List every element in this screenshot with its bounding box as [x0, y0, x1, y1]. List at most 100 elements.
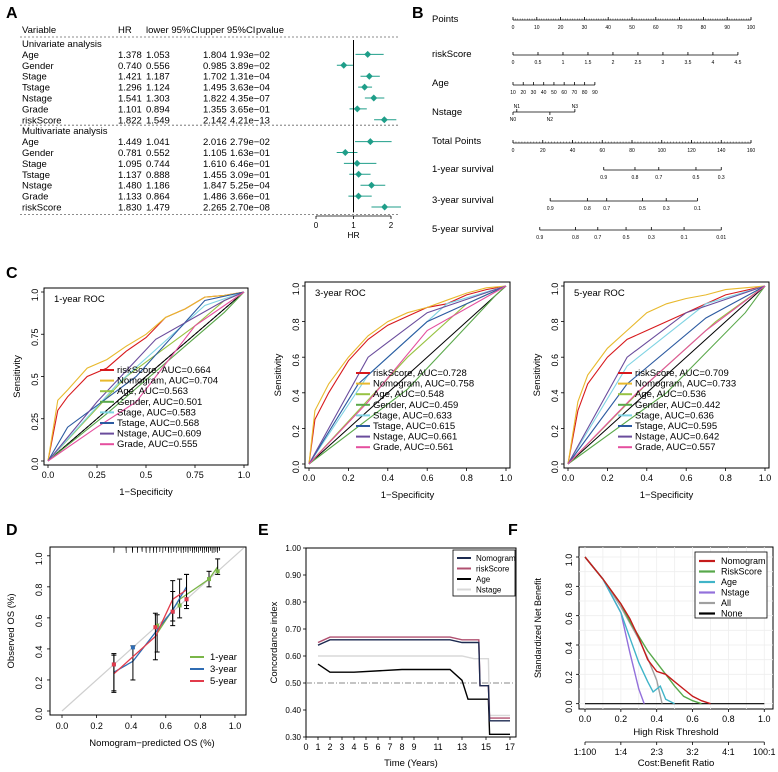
roc-legend-label: riskScore, AUC=0.728	[373, 368, 467, 379]
calibration-legend-label: 1-year	[210, 652, 237, 663]
forest-x-tick-label: 2	[389, 221, 394, 230]
forest-row-upper: 2.016	[203, 137, 227, 148]
nomogram-tick-label: 10	[510, 90, 516, 96]
forest-row-pvalue: 3.66e−01	[230, 192, 270, 203]
roc-legend-label: Tstage, AUC=0.595	[635, 421, 717, 432]
nomogram-row-label: Total Points	[432, 136, 481, 147]
forest-row-name: Nstage	[22, 181, 52, 192]
nomogram-tick-label: 100	[747, 25, 756, 31]
nomogram-tick-label: 30	[582, 25, 588, 31]
dca-legend-label: Nstage	[721, 588, 750, 598]
nomogram-tick-label: 140	[717, 148, 726, 154]
nomogram-row-label: Age	[432, 78, 449, 89]
calibration-y-tick-label: 0.4	[34, 646, 44, 659]
forest-row-pvalue: 1.93e−02	[230, 50, 270, 61]
forest-col-header: Variable	[22, 25, 56, 36]
roc-y-tick-label: 0.5	[30, 373, 40, 386]
forest-row-hr: 1.133	[118, 192, 142, 203]
cindex-y-tick-label: 0.80	[285, 598, 301, 607]
cindex-y-tick-label: 0.40	[285, 706, 301, 715]
forest-row-lower: 0.864	[146, 192, 170, 203]
forest-row-pvalue: 4.35e−07	[230, 94, 270, 105]
roc-plot-frame	[304, 281, 511, 469]
forest-row-pvalue: 6.46e−01	[230, 159, 270, 170]
roc-legend-label: Grade, AUC=0.555	[117, 439, 198, 450]
roc-curve-nstage	[308, 285, 507, 465]
dca-ratio-tick-label: 2:3	[650, 747, 663, 757]
roc-y-tick-label: 0.6	[550, 354, 560, 367]
calibration-legend-label: 3-year	[210, 664, 237, 675]
forest-point	[353, 105, 361, 113]
roc-curve-grade	[308, 285, 507, 465]
forest-row-hr: 1.822	[118, 115, 142, 126]
dca-legend-label: None	[721, 609, 743, 619]
cindex-panel: 0 1 2 3 4 5 6 7 8 9 11 13 15 17 0.30 0.40 0.50 0.60 0.70 0.…	[269, 544, 517, 769]
forest-col-header: HR	[118, 25, 132, 36]
forest-row-lower: 0.744	[146, 159, 170, 170]
forest-row-pvalue: 3.09e−01	[230, 170, 270, 181]
dca-x-tick-label: 0.8	[722, 714, 735, 724]
roc-x-label: 1−Specificity	[119, 487, 173, 498]
nomogram-tick-label: 0.7	[603, 206, 610, 212]
nomogram-tick-label: 20	[540, 148, 546, 154]
roc-legend-label: Nomogram, AUC=0.733	[635, 379, 736, 390]
forest-row-pvalue: 5.25e−04	[230, 181, 270, 192]
forest-row-pvalue: 2.70e−08	[230, 203, 270, 214]
forest-point	[364, 50, 372, 58]
roc-curve-nstage	[567, 285, 766, 465]
forest-row-upper: 1.702	[203, 72, 227, 83]
calibration-point	[170, 609, 175, 614]
cindex-x-tick-label: 2	[327, 742, 332, 752]
nomogram-row-label: 1-year survival	[432, 164, 494, 175]
roc-legend-label: Stage, AUC=0.633	[373, 410, 452, 421]
dca-ratio-tick-label: 1:100	[574, 747, 597, 757]
forest-row-hr: 1.296	[118, 83, 142, 94]
roc-legend-label: Age, AUC=0.563	[117, 386, 188, 397]
calibration-point	[177, 603, 182, 608]
nomogram-tick-label: 0.7	[594, 235, 601, 241]
calibration-y-tick-label: 0.0	[34, 708, 44, 721]
roc-legend-label: Tstage, AUC=0.615	[373, 421, 455, 432]
forest-row-name: Tstage	[22, 83, 50, 94]
nomogram-row-label: Nstage	[432, 107, 462, 118]
forest-row-name: Tstage	[22, 170, 50, 181]
forest-x-label: HR	[347, 230, 359, 240]
roc-curve-nomogram	[567, 285, 766, 465]
forest-row-lower: 1.186	[146, 181, 170, 192]
nomogram-tick-label: 40	[541, 90, 547, 96]
forest-point	[380, 116, 388, 124]
forest-row-upper: 1.495	[203, 83, 227, 94]
roc-y-tick-label: 1.0	[291, 283, 301, 296]
dca-legend-label: All	[721, 598, 731, 608]
dca-ratio-tick-label: 100:1	[753, 747, 776, 757]
forest-row-name: Age	[22, 50, 39, 61]
calibration-x-tick-label: 0.4	[125, 721, 138, 731]
cindex-x-tick-label: 6	[375, 742, 380, 752]
roc-legend-label: Nstage, AUC=0.661	[373, 432, 457, 443]
calibration-panel: 0.0 0.2 0.4 0.6 0.8 1.0 0.0 0.2 0.4 0.6 0.8 1.0 Nomo…	[6, 546, 247, 749]
dca-x-tick-label: 0.6	[686, 714, 699, 724]
forest-row-lower: 1.053	[146, 50, 170, 61]
nomogram-tick-label: 0.8	[572, 235, 579, 241]
nomogram-tick-label: 0	[512, 25, 515, 31]
cindex-x-tick-label: 11	[433, 742, 442, 752]
forest-row-name: riskScore	[22, 203, 62, 214]
forest-row-upper: 1.804	[203, 50, 227, 61]
calibration-point	[130, 645, 135, 650]
forest-row-hr: 0.781	[118, 148, 142, 159]
roc-curve-tstage	[567, 285, 766, 465]
nomogram-tick-label: 50	[629, 25, 635, 31]
dca-legend-label: Nomogram	[721, 556, 766, 566]
cindex-x-tick-label: 0	[303, 742, 308, 752]
roc-x-tick-label: 0.5	[140, 470, 153, 480]
roc-y-tick-label: 0.8	[550, 318, 560, 331]
roc-y-tick-label: 0.4	[291, 390, 301, 403]
forest-col-header: lower 95%CI	[146, 25, 200, 36]
roc-title: 1-year ROC	[54, 294, 105, 305]
cindex-x-tick-label: 17	[505, 742, 515, 752]
roc-x-tick-label: 1.0	[759, 473, 772, 483]
roc-curve-nomogram	[308, 285, 507, 465]
roc-x-label: 1−Specificity	[640, 490, 694, 501]
roc-diagonal	[567, 285, 766, 465]
